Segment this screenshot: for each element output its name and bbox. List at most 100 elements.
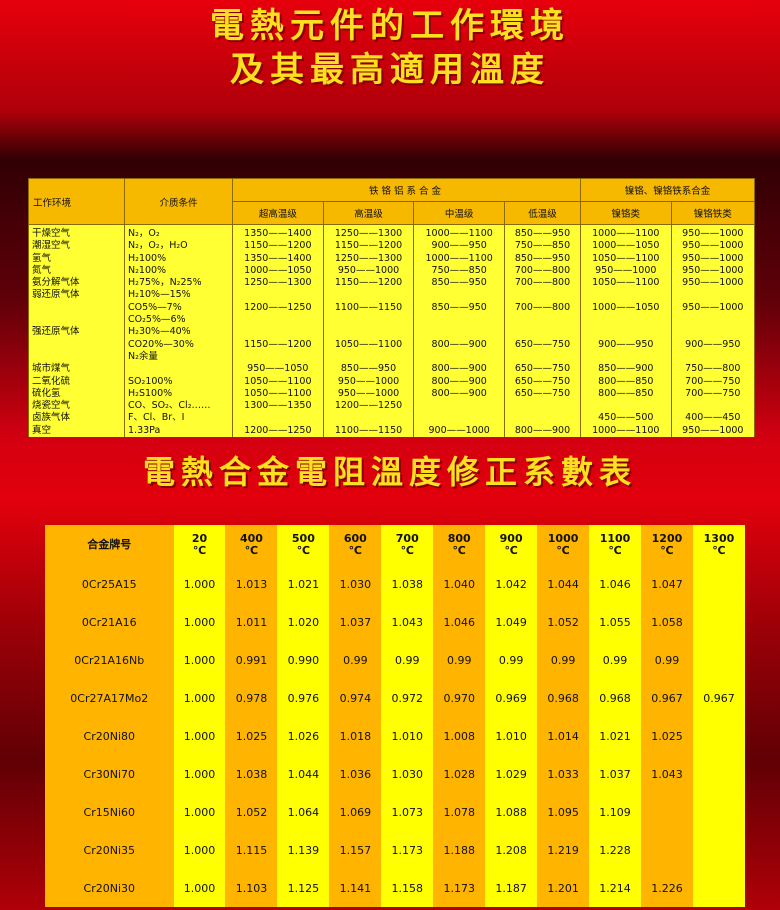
environment-text: 氢气 bbox=[32, 252, 52, 264]
coefficient: 1.125 bbox=[277, 869, 330, 907]
coefficient: 1.000 bbox=[173, 717, 226, 755]
temperature: 1000——1100 bbox=[413, 252, 506, 265]
coefficient: 1.095 bbox=[537, 793, 590, 831]
coefficient: 1.173 bbox=[381, 831, 434, 869]
row: Cr20Ni30 1.000 1.103 1.125 1.141 1.158 1.173 1.… bbox=[45, 869, 745, 907]
coefficient: 1.013 bbox=[225, 565, 278, 603]
temperature: 1050——1100 bbox=[579, 252, 672, 265]
coefficient: 1.088 bbox=[485, 793, 538, 831]
medium-line: CO5%—7% bbox=[128, 301, 182, 313]
temperature bbox=[413, 412, 506, 425]
medium bbox=[124, 363, 233, 376]
row: 0Cr27A17Mo2 1.000 0.978 0.976 0.974 0.972 0.97… bbox=[45, 679, 745, 717]
environment: 潮湿空气 bbox=[28, 240, 125, 253]
temperature: 1350——1400 bbox=[232, 224, 324, 241]
temperature bbox=[232, 412, 324, 425]
temperature: 1000——1100 bbox=[579, 424, 672, 438]
temperature: 1050——1100 bbox=[232, 375, 324, 388]
row: 0Cr25A15 1.000 1.013 1.021 1.030 1.038 1.040 1.… bbox=[45, 565, 745, 603]
environment-text: 氮气 bbox=[32, 264, 52, 276]
sub-header: 低温级 bbox=[504, 201, 581, 225]
unit: ℃ bbox=[192, 544, 207, 557]
temperature: 650——750 bbox=[504, 363, 581, 376]
temperature: 1050——1100 bbox=[322, 326, 415, 364]
coefficient: 1.208 bbox=[485, 831, 538, 869]
medium: H₂75%，N₂25% bbox=[124, 277, 233, 290]
coefficient: 1.021 bbox=[277, 565, 330, 603]
temp-header: 600 ℃ bbox=[329, 525, 382, 565]
environment: 烧瓷空气 bbox=[28, 400, 125, 413]
unit: ℃ bbox=[296, 544, 311, 557]
alloy: 0Cr27A17Mo2 bbox=[45, 679, 174, 717]
temperature: 800——850 bbox=[579, 375, 672, 388]
title-line: 及其最高適用溫度 bbox=[230, 50, 550, 90]
temperature: 850——950 bbox=[413, 277, 506, 290]
environment: 氮气 bbox=[28, 264, 125, 278]
temperature: 950——1000 bbox=[670, 240, 756, 253]
coefficient: 1.058 bbox=[640, 603, 693, 641]
header: 合金牌号 bbox=[45, 525, 174, 565]
coefficient: 1.046 bbox=[433, 603, 486, 641]
coefficient: 1.036 bbox=[329, 755, 382, 793]
unit: ℃ bbox=[452, 544, 466, 557]
environment-text: 强还原气体 bbox=[32, 326, 80, 338]
environment-table: 工作环境 介质条件 铁铬铝系合金 镍铬、镍铬铁系合金 超高温级 高温级 中温级 低温级… bbox=[28, 178, 756, 438]
medium-line: SO₂100% bbox=[128, 375, 173, 387]
temp-header: 1100 ℃ bbox=[589, 525, 641, 565]
coefficient: 1.026 bbox=[277, 717, 330, 755]
coefficient: 1.187 bbox=[485, 869, 538, 907]
row: 氨分解气体 H₂75%，N₂25% 1250——1300 1150——1200 850—… bbox=[28, 277, 756, 290]
row: 城市煤气 950——1050 850——950 800——900 650——750 850… bbox=[28, 363, 756, 376]
temperature: 850——950 bbox=[322, 363, 415, 376]
coefficient bbox=[692, 565, 745, 603]
coefficient: 0.99 bbox=[640, 641, 693, 679]
temperature: 1050——1100 bbox=[232, 387, 324, 401]
coefficient: 1.139 bbox=[277, 831, 330, 869]
temperature: 800——900 bbox=[504, 424, 581, 438]
temperature: 850——950 bbox=[504, 252, 581, 265]
coefficient: 0.99 bbox=[433, 641, 486, 679]
coefficient: 1.047 bbox=[640, 565, 693, 603]
coefficient: 1.226 bbox=[640, 869, 693, 907]
temperature: 900——1000 bbox=[413, 424, 506, 438]
coefficient: 1.103 bbox=[225, 869, 278, 907]
medium: SO₂100% bbox=[124, 375, 233, 388]
coefficient: 1.037 bbox=[589, 755, 641, 793]
environment-text: 真空 bbox=[32, 424, 52, 436]
coefficient: 0.99 bbox=[589, 641, 641, 679]
medium: 1.33Pa bbox=[124, 424, 233, 438]
temperature: 900——950 bbox=[579, 326, 672, 364]
row: Cr20Ni35 1.000 1.115 1.139 1.157 1.173 1.188 1.… bbox=[45, 831, 745, 869]
medium: H₂30%—40% CO20%—30% N₂余量 bbox=[124, 326, 233, 364]
unit: ℃ bbox=[660, 544, 674, 557]
environment-text: 硫化氢 bbox=[32, 387, 61, 399]
alloy: 0Cr21A16Nb bbox=[45, 641, 174, 679]
coefficient: 1.000 bbox=[173, 565, 226, 603]
row: 干燥空气 N₂，O₂ 1350——1400 1250——1300 1000——1100 8… bbox=[28, 224, 756, 241]
row: 烧瓷空气 CO、SO₂、Cl₂…… 1300——1350 1200——1250 bbox=[28, 400, 756, 413]
environment: 氢气 bbox=[28, 252, 125, 265]
temperature bbox=[504, 400, 581, 413]
medium-line: F、Cl、Br、I bbox=[128, 412, 185, 424]
medium-line: H₂75%，N₂25% bbox=[128, 277, 202, 289]
alloy: Cr20Ni35 bbox=[45, 831, 174, 869]
temperature: 650——750 bbox=[504, 375, 581, 388]
unit: ℃ bbox=[556, 544, 570, 557]
coefficient: 1.069 bbox=[329, 793, 382, 831]
coefficient: 1.038 bbox=[381, 565, 434, 603]
coefficient: 0.972 bbox=[381, 679, 434, 717]
alloy: Cr20Ni30 bbox=[45, 869, 174, 907]
coefficient: 1.064 bbox=[277, 793, 330, 831]
coefficient: 1.073 bbox=[381, 793, 434, 831]
coefficient: 1.043 bbox=[640, 755, 693, 793]
temp-header: 400 ℃ bbox=[225, 525, 278, 565]
coefficient: 0.99 bbox=[485, 641, 538, 679]
unit: ℃ bbox=[712, 544, 726, 557]
temperature: 700——800 bbox=[504, 264, 581, 278]
coefficient: 1.010 bbox=[381, 717, 434, 755]
temp: 1300 bbox=[703, 532, 735, 545]
row: 真空 1.33Pa 1200——1250 1100——1150 900——1000 800… bbox=[28, 424, 756, 438]
coefficient: 1.219 bbox=[537, 831, 590, 869]
temperature: 1200——1250 bbox=[232, 424, 324, 438]
temperature: 400——450 bbox=[670, 412, 756, 425]
